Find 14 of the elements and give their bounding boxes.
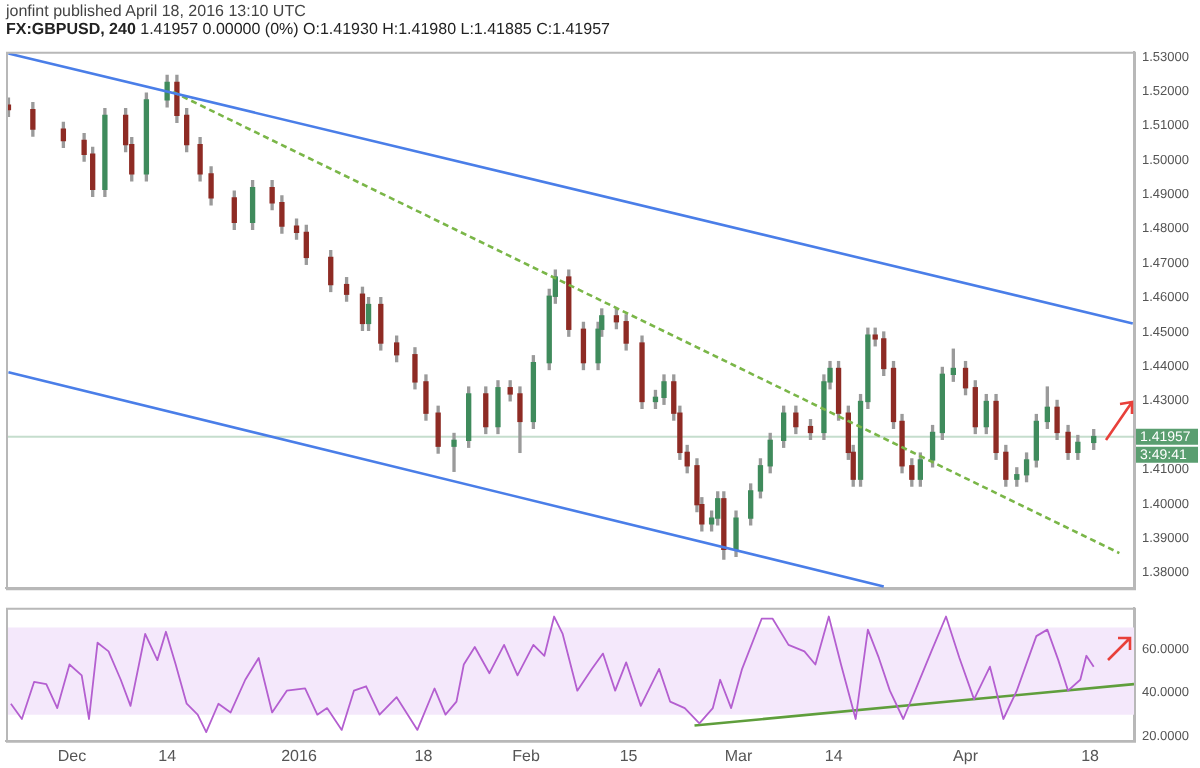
chart-subtitle: 1.41957 0.00000 (0%) O:1.41930 H:1.41980 L:1.41885 C:1.41957	[140, 20, 610, 38]
x-tick-label: Dec	[57, 746, 87, 765]
chart-title: FX:GBPUSD, 240	[6, 20, 136, 38]
x-tick-label: 15	[619, 746, 639, 765]
x-tick-label: 18	[1081, 746, 1101, 765]
x-tick-label: 18	[414, 746, 434, 765]
x-tick-label: Apr	[953, 746, 979, 765]
text: jonfint published April 18, 2016 13:10 UTC	[6, 2, 306, 20]
candlestick	[451, 432, 457, 472]
x-tick-label: Mar	[724, 746, 753, 765]
x-tick-label: Feb	[512, 746, 541, 765]
x-tick-label: 14	[824, 746, 844, 765]
x-tick-label: 2016	[281, 746, 318, 765]
x-tick-label: 14	[158, 746, 178, 765]
